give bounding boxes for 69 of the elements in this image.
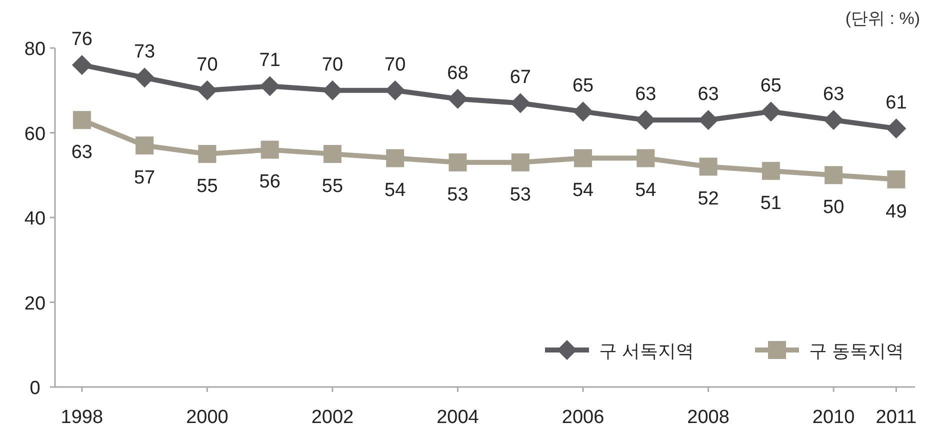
point [887, 170, 906, 188]
x-tick-label: 2011 [876, 407, 917, 428]
text: (단위 : %) [845, 9, 920, 28]
point [699, 158, 718, 176]
x-tick-label: 2004 [436, 407, 480, 428]
point [511, 153, 530, 172]
x-tick-label: 2002 [311, 407, 354, 428]
data-label: 55 [196, 176, 218, 197]
data-label: 53 [510, 184, 531, 206]
data-label: 52 [698, 188, 719, 210]
data-label: 71 [259, 50, 280, 72]
data-label: 54 [384, 180, 406, 202]
data-label: 50 [823, 197, 844, 218]
data-label: 73 [134, 42, 156, 63]
legend-label: 구 서독지역 [599, 341, 694, 361]
point [760, 102, 781, 122]
point [824, 166, 843, 184]
data-label: 70 [322, 54, 344, 76]
point [824, 110, 844, 130]
point [198, 144, 216, 163]
data-label: 53 [447, 184, 468, 206]
point [72, 54, 92, 75]
data-label: 70 [196, 54, 218, 76]
point [322, 80, 342, 100]
x-tick-label: 1998 [60, 407, 104, 428]
point [260, 140, 279, 159]
data-label: 63 [71, 142, 93, 164]
data-label: 70 [384, 54, 406, 76]
point [134, 68, 155, 88]
data-label: 65 [572, 76, 594, 97]
point [762, 162, 780, 180]
legend-label: 구 동독지역 [809, 341, 904, 361]
data-label: 63 [823, 84, 844, 106]
data-label: 51 [760, 192, 782, 214]
point [886, 118, 906, 139]
point [573, 102, 594, 122]
data-label: 56 [259, 172, 280, 193]
y-tick-label: 60 [24, 124, 46, 145]
point [136, 136, 154, 154]
point [72, 111, 91, 130]
point [386, 149, 404, 168]
x-tick-label: 2010 [812, 407, 855, 428]
data-label: 55 [322, 176, 344, 197]
point [197, 80, 218, 100]
point [323, 144, 342, 163]
x-tick-label: 2000 [186, 407, 228, 428]
data-label: 67 [510, 67, 531, 88]
point [448, 153, 467, 172]
y-tick-label: 0 [30, 378, 40, 399]
y-tick-label: 80 [24, 39, 46, 60]
data-label: 49 [886, 201, 907, 222]
data-label: 57 [134, 167, 156, 188]
x-tick-label: 2006 [562, 407, 604, 428]
point [448, 88, 468, 109]
point [260, 76, 280, 96]
data-label: 54 [635, 180, 657, 202]
data-label: 54 [572, 180, 594, 202]
point [574, 149, 592, 168]
data-label: 63 [698, 84, 719, 106]
data-label: 76 [71, 28, 93, 50]
point [510, 93, 530, 114]
data-label: 68 [447, 62, 468, 84]
data-label: 65 [760, 76, 782, 97]
y-tick-label: 20 [24, 293, 46, 314]
data-label: 63 [635, 84, 656, 106]
point [636, 149, 655, 168]
y-tick-label: 40 [24, 208, 46, 230]
x-tick-label: 2008 [687, 407, 730, 428]
data-label: 61 [886, 92, 907, 114]
